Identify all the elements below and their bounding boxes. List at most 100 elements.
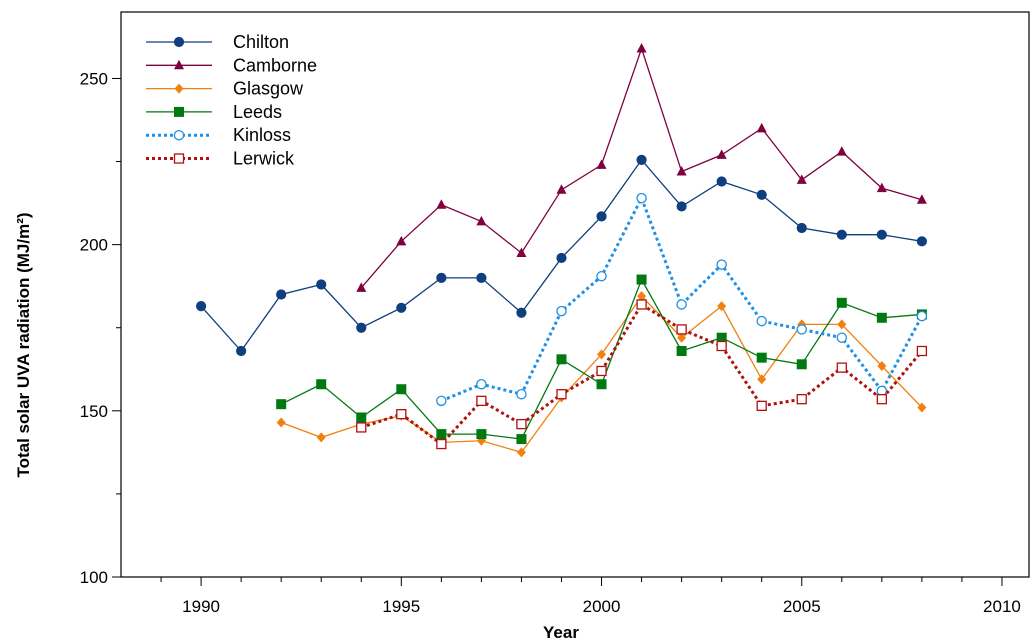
data-point-camborne xyxy=(676,166,687,176)
data-point-chilton xyxy=(195,301,207,312)
data-point-lerwick xyxy=(596,365,607,377)
legend-item-lerwick: Lerwick xyxy=(146,149,295,169)
data-point-lerwick xyxy=(876,394,887,405)
data-point-glasgow xyxy=(637,291,647,302)
data-point-leeds xyxy=(676,346,687,356)
data-point-kinloss xyxy=(556,305,567,317)
data-point-kinloss xyxy=(596,270,607,282)
data-point-glasgow xyxy=(276,417,286,428)
series-kinloss xyxy=(436,192,928,407)
data-point-chilton xyxy=(356,322,367,333)
data-point-lerwick xyxy=(396,408,407,420)
plot-frame xyxy=(120,11,1030,578)
data-point-leeds xyxy=(516,434,527,445)
data-point-camborne xyxy=(516,247,527,257)
series-line-lerwick xyxy=(360,302,924,447)
x-tick-label: 1995 xyxy=(382,597,420,616)
legend-label-glasgow: Glasgow xyxy=(233,79,304,99)
axis-ticks: 1990 1995 2000 2005 2010 100 150 200 250 xyxy=(80,69,1021,616)
legend: Chilton Camborne Glasgow Leeds Kinloss Lerwic… xyxy=(146,32,317,169)
data-point-chilton xyxy=(276,289,287,300)
data-point-kinloss xyxy=(916,310,928,322)
data-point-chilton xyxy=(556,252,567,264)
data-point-kinloss xyxy=(436,395,447,407)
data-point-lerwick xyxy=(476,395,487,407)
y-tick-label: 250 xyxy=(80,69,108,88)
legend-marker-leeds xyxy=(174,106,184,117)
data-point-camborne xyxy=(756,122,767,133)
data-point-glasgow xyxy=(316,432,326,443)
data-point-leeds xyxy=(716,332,727,343)
data-point-leeds xyxy=(396,384,407,395)
data-point-chilton xyxy=(396,302,407,313)
legend-marker-camborne xyxy=(174,59,184,70)
data-point-camborne xyxy=(876,182,887,193)
data-point-chilton xyxy=(516,307,527,318)
data-point-lerwick xyxy=(676,324,687,335)
data-point-chilton xyxy=(636,154,647,165)
data-point-leeds xyxy=(756,352,767,363)
data-point-lerwick xyxy=(796,394,807,405)
data-point-leeds xyxy=(476,429,487,440)
data-point-chilton xyxy=(916,236,927,247)
legend-item-camborne: Camborne xyxy=(146,55,317,75)
data-point-camborne xyxy=(556,184,567,194)
data-point-leeds xyxy=(436,429,447,440)
data-point-lerwick xyxy=(916,345,928,357)
data-point-camborne xyxy=(356,282,367,292)
data-point-leeds xyxy=(596,379,607,390)
data-point-leeds xyxy=(356,412,367,423)
data-point-chilton xyxy=(436,272,447,283)
series-camborne xyxy=(356,43,927,292)
legend-item-leeds: Leeds xyxy=(146,102,282,122)
y-tick-label: 150 xyxy=(80,402,108,421)
x-tick-label: 2000 xyxy=(583,597,621,616)
x-tick-label: 2010 xyxy=(983,597,1021,616)
legend-label-lerwick: Lerwick xyxy=(233,149,295,169)
data-point-glasgow xyxy=(877,360,887,371)
data-point-glasgow xyxy=(597,349,607,360)
legend-label-camborne: Camborne xyxy=(233,55,317,75)
legend-item-chilton: Chilton xyxy=(146,32,289,52)
data-point-camborne xyxy=(636,43,647,53)
series-line-camborne xyxy=(360,46,923,289)
data-point-chilton xyxy=(796,222,807,234)
data-point-kinloss xyxy=(476,378,487,390)
data-point-leeds xyxy=(636,274,647,285)
data-point-camborne xyxy=(916,194,927,204)
data-point-chilton xyxy=(596,211,607,222)
data-point-chilton xyxy=(716,176,727,187)
data-point-kinloss xyxy=(756,315,767,327)
series-leeds xyxy=(276,274,927,445)
legend-marker-chilton xyxy=(173,36,185,48)
data-point-leeds xyxy=(316,379,327,390)
data-point-leeds xyxy=(276,399,287,410)
data-point-leeds xyxy=(876,312,887,323)
legend-item-kinloss: Kinloss xyxy=(146,125,291,145)
data-point-lerwick xyxy=(636,299,647,310)
legend-marker-kinloss xyxy=(173,129,185,141)
data-point-chilton xyxy=(236,345,247,357)
series-lerwick xyxy=(356,299,928,450)
data-point-lerwick xyxy=(716,340,727,352)
x-tick-label: 2005 xyxy=(783,597,821,616)
y-axis-title: Total solar UVA radiation (MJ/m²) xyxy=(14,212,33,477)
data-point-chilton xyxy=(756,189,767,200)
legend-label-leeds: Leeds xyxy=(233,102,282,122)
data-point-chilton xyxy=(876,229,887,240)
data-point-camborne xyxy=(716,149,727,159)
data-point-glasgow xyxy=(717,301,727,312)
data-point-lerwick xyxy=(356,422,367,433)
data-point-lerwick xyxy=(556,389,567,400)
x-axis-title: Year xyxy=(543,623,579,642)
legend-marker-lerwick xyxy=(173,153,185,164)
data-point-chilton xyxy=(836,229,847,240)
data-point-kinloss xyxy=(516,388,527,400)
legend-label-kinloss: Kinloss xyxy=(233,125,291,145)
legend-marker-glasgow xyxy=(174,83,184,94)
series-chilton xyxy=(195,154,927,357)
data-point-kinloss xyxy=(676,299,687,310)
data-point-glasgow xyxy=(757,374,767,385)
x-tick-label: 1990 xyxy=(182,597,220,616)
data-point-leeds xyxy=(556,354,567,365)
